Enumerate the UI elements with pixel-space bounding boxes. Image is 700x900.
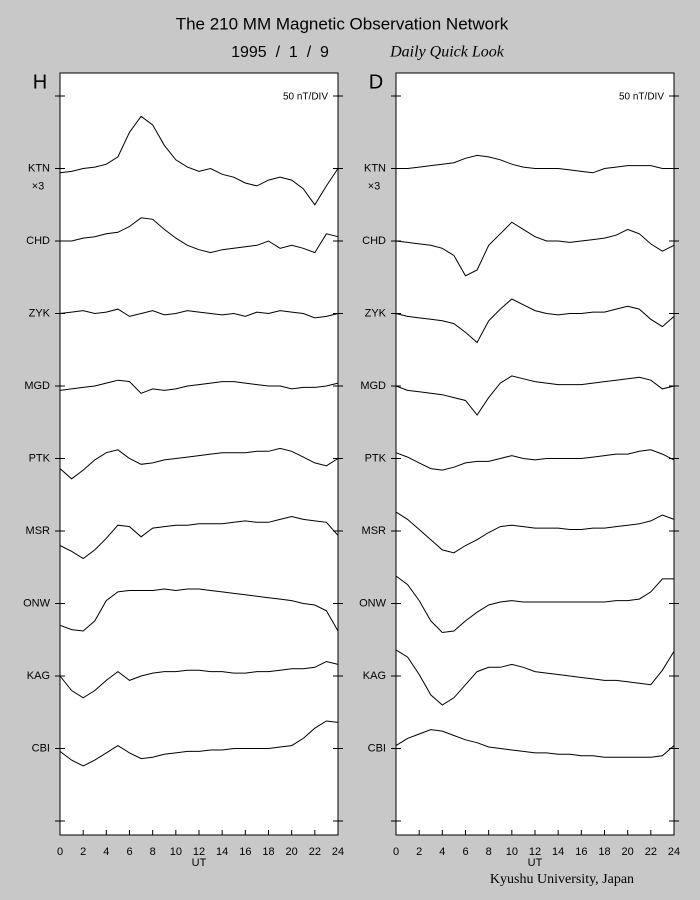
x-tick-label: 12 [193,846,205,858]
x-tick-label: 14 [216,846,228,858]
title: The 210 MM Magnetic Observation Network [176,14,509,33]
station-label: KAG [27,670,50,682]
plot-frame [395,72,675,836]
trace [59,515,339,560]
x-tick-label: 16 [575,846,587,858]
x-tick-label: 16 [239,846,251,858]
station-label: ONW [359,597,387,609]
x-tick-label: 4 [439,846,445,858]
x-tick-label: 10 [170,846,182,858]
x-tick-label: 22 [645,846,657,858]
x-tick-label: 18 [598,846,610,858]
x-tick-label: 10 [506,846,518,858]
x-tick-label: 20 [622,846,634,858]
trace [59,588,339,632]
trace [395,449,675,471]
x-tick-label: 18 [262,846,274,858]
trace [395,575,674,634]
scale-label: 50 nT/DIV [619,92,664,103]
station-label: MGD [24,380,50,392]
station-label: KAG [363,670,386,682]
station-label: KTN [364,162,386,174]
x-tick-label: 4 [103,846,109,858]
trace [59,660,339,699]
x-axis-label: UT [528,857,543,869]
station-label: CBI [32,742,50,754]
station-label: MSR [26,525,51,537]
x-axis-label: UT [192,857,207,869]
x-tick-label: 24 [332,846,344,858]
x-tick-label: 2 [80,846,86,858]
trace [60,217,339,254]
station-label: CBI [368,742,386,754]
x-tick-label: 2 [416,846,422,858]
station-label: ZYK [29,307,51,319]
panel-label: H [33,71,47,93]
x-tick-label: 22 [309,846,321,858]
trace [59,447,339,480]
x-tick-label: 14 [552,846,564,858]
panel-label: D [369,71,383,93]
footer: Kyushu University, Japan [490,872,634,887]
trace [395,511,675,554]
trace [59,720,339,767]
scale-label: 50 nT/DIV [283,92,328,103]
x-tick-label: 6 [126,846,132,858]
x-tick-label: 20 [286,846,298,858]
x-tick-label: 12 [529,846,541,858]
trace [59,308,339,319]
scale-note: ×3 [368,180,381,192]
station-label: PTK [29,452,51,464]
trace [395,375,675,416]
trace [395,729,675,758]
x-tick-label: 24 [668,846,680,858]
station-label: MSR [362,525,387,537]
station-label: PTK [365,452,387,464]
station-label: ONW [23,597,51,609]
trace [396,154,674,174]
x-tick-label: 8 [486,846,492,858]
x-tick-label: 6 [462,846,468,858]
trace [395,298,675,344]
trace [395,221,675,277]
plot-frame [59,72,339,836]
trace [59,379,339,394]
x-tick-label: 8 [150,846,156,858]
x-tick-label: 0 [57,846,63,858]
station-label: ZYK [365,307,387,319]
x-tick-label: 0 [393,846,399,858]
subtitle: Daily Quick Look [389,44,505,61]
date: 1995 / 1 / 9 [231,44,329,61]
station-label: KTN [28,162,50,174]
scale-note: ×3 [32,180,45,192]
station-label: MGD [360,380,386,392]
station-label: CHD [362,235,386,247]
station-label: CHD [26,235,50,247]
trace [59,115,339,206]
trace [395,649,675,706]
